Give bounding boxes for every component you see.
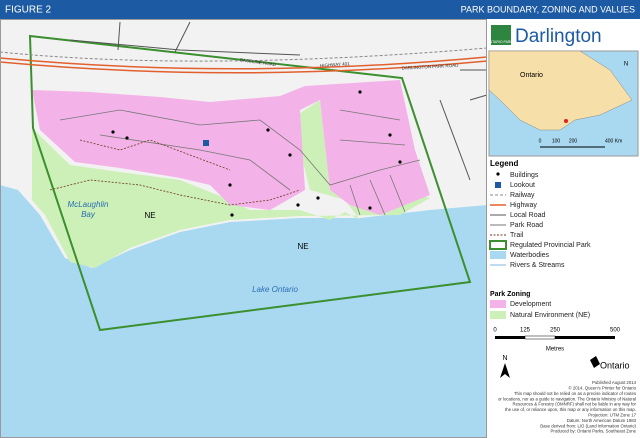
road-label: DARLINGTON PARK ROAD (401, 63, 459, 71)
legend-label: Waterbodies (510, 252, 550, 259)
footer-line: Published August 2014 (592, 380, 637, 385)
footer-line: Produced by: Ontario Parks, Southeast Zo… (550, 429, 636, 434)
road-label: BASELINE ROAD (240, 57, 277, 67)
bay-label: Bay (81, 210, 96, 219)
footer-line: © 2014, Queen's Printer for Ontario (568, 386, 636, 391)
legend-label: Rivers & Streams (510, 262, 565, 269)
scale-bar (495, 336, 525, 339)
legend-label: Trail (510, 232, 524, 239)
figure-number: FIGURE 2 (5, 5, 52, 16)
ontario-region (488, 50, 633, 131)
buildings (111, 90, 402, 217)
inset-scale-label: 200 (569, 138, 578, 144)
scale-bar (555, 336, 615, 339)
road-label: HIGHWAY 401 (320, 61, 350, 68)
development-zone (32, 80, 430, 215)
ministry-name: Ontario (600, 360, 630, 370)
zone-label: NE (144, 211, 155, 220)
local-road (69, 21, 488, 181)
inset-scale-label: 0 (539, 138, 542, 144)
footer-line: This map should not be relied on as a pr… (514, 391, 636, 396)
zoning-title: Park Zoning (490, 291, 530, 298)
legend-label: Railway (510, 192, 535, 199)
legend-symbol (490, 311, 506, 319)
legend-title: Legend (490, 159, 519, 168)
inset-scale-label: 100 (552, 138, 561, 144)
scale-label: 0 (493, 328, 497, 334)
footer-line: Datum: North American Datum 1983 (567, 418, 637, 423)
natural-environment-zone (32, 100, 430, 268)
highway (0, 56, 488, 70)
legend-label: Buildings (510, 172, 539, 179)
legend-symbol (489, 240, 507, 250)
inset-label: Ontario (520, 72, 543, 79)
legend-symbol (495, 182, 501, 188)
scale-label: 250 (550, 328, 561, 334)
footer-line: Resources & Forestry (OMNRF) shall not b… (513, 402, 637, 407)
footer-line: the use of, or reliance upon, this map o… (505, 407, 636, 412)
highway (0, 60, 488, 74)
ministry-logo (590, 356, 600, 368)
legend-label: Highway (510, 202, 537, 209)
park-road (59, 109, 421, 216)
footer-line: or locations, nor as a guide to navigati… (498, 396, 636, 401)
legend-symbol (490, 300, 506, 308)
sidebar: ONTARIO PARKS Darlington Ontario N 0 100… (487, 25, 639, 434)
logo (491, 25, 511, 45)
scale-label: 125 (520, 328, 531, 334)
legend-label: Park Road (510, 222, 543, 229)
scale-unit: Metres (546, 347, 564, 353)
footer-line: Projection: UTM Zone 17 (588, 413, 636, 418)
zone-label: NE (297, 242, 308, 251)
trail (49, 139, 301, 206)
legend-label: Lookout (510, 182, 535, 189)
scale-bar (524, 335, 556, 340)
legend-symbol (496, 172, 500, 176)
park-name: Darlington (515, 26, 602, 47)
footer-line: Base derived from: LIO (Land Information… (540, 423, 636, 428)
figure-title: PARK BOUNDARY, ZONING AND VALUES (461, 4, 635, 14)
bay-label: McLaughlin (68, 200, 109, 209)
north-label: N (502, 355, 507, 362)
park-location (564, 119, 568, 123)
railway (0, 47, 488, 62)
legend-symbol (490, 251, 506, 259)
legend-label: Development (510, 301, 551, 308)
legend-label: Regulated Provincial Park (510, 242, 591, 249)
north-arrow (500, 363, 510, 378)
logo-text: ONTARIO PARKS (487, 40, 516, 44)
legend-label: Local Road (510, 212, 546, 219)
header-bar (0, 0, 640, 19)
lookout (203, 140, 209, 146)
lake-label: Lake Ontario (252, 285, 298, 294)
scale-label: 500 (610, 328, 621, 334)
inset-scale-label: 400 Km (605, 138, 622, 144)
map: BASELINE ROAD HIGHWAY 401 DARLINGTON PAR… (0, 19, 488, 438)
legend-label: Natural Environment (NE) (510, 312, 590, 319)
inset-north: N (624, 62, 628, 68)
